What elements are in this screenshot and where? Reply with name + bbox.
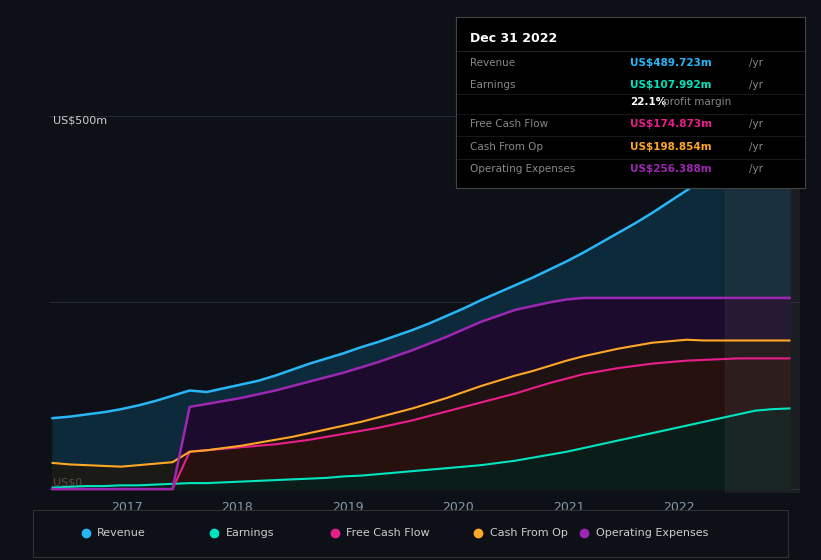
- Text: US$256.388m: US$256.388m: [631, 164, 712, 174]
- Text: /yr: /yr: [749, 80, 763, 90]
- Text: profit margin: profit margin: [663, 97, 732, 107]
- Text: US$198.854m: US$198.854m: [631, 142, 712, 152]
- Text: 22.1%: 22.1%: [631, 97, 667, 107]
- Text: Earnings: Earnings: [470, 80, 515, 90]
- Text: /yr: /yr: [749, 119, 763, 129]
- Text: Operating Expenses: Operating Expenses: [470, 164, 575, 174]
- Text: Earnings: Earnings: [226, 529, 274, 538]
- Text: /yr: /yr: [749, 142, 763, 152]
- Text: Free Cash Flow: Free Cash Flow: [346, 529, 430, 538]
- Text: US$500m: US$500m: [53, 116, 108, 126]
- Text: /yr: /yr: [749, 164, 763, 174]
- Text: Cash From Op: Cash From Op: [470, 142, 543, 152]
- Text: Operating Expenses: Operating Expenses: [595, 529, 708, 538]
- Text: Cash From Op: Cash From Op: [490, 529, 567, 538]
- Text: Dec 31 2022: Dec 31 2022: [470, 32, 557, 45]
- Text: Revenue: Revenue: [97, 529, 146, 538]
- Text: US$107.992m: US$107.992m: [631, 80, 712, 90]
- Bar: [725, 101, 800, 493]
- Text: Free Cash Flow: Free Cash Flow: [470, 119, 548, 129]
- Text: /yr: /yr: [749, 58, 763, 68]
- Text: US$174.873m: US$174.873m: [631, 119, 712, 129]
- Text: US$0: US$0: [53, 478, 82, 488]
- Text: US$489.723m: US$489.723m: [631, 58, 712, 68]
- Text: Revenue: Revenue: [470, 58, 515, 68]
